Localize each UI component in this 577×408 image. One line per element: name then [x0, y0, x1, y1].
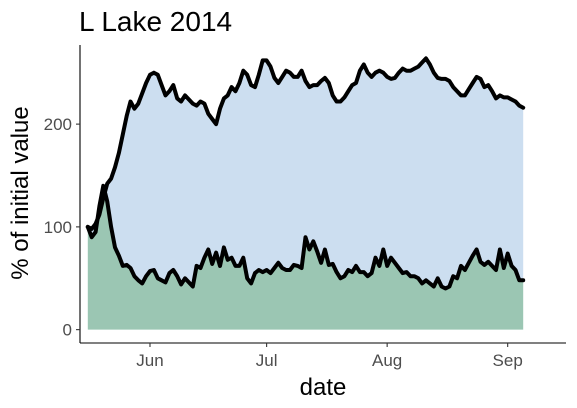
lower-series-line [85, 183, 526, 291]
axes [79, 45, 566, 344]
x-tick-label: Jun [136, 351, 163, 370]
series-lines [85, 56, 526, 291]
chart-title: L Lake 2014 [79, 6, 232, 37]
y-tick-label: 0 [63, 321, 72, 340]
x-tick-label: Jul [256, 351, 278, 370]
ticks: 0 100 200 Jun Jul Aug Sep [44, 115, 523, 370]
x-axis-title: date [300, 374, 347, 401]
upper-series-line [85, 56, 526, 231]
lower-area [87, 185, 524, 330]
x-tick-label: Sep [493, 351, 523, 370]
y-tick-label: 100 [44, 218, 72, 237]
x-tick-label: Aug [372, 351, 402, 370]
y-tick-label: 200 [44, 115, 72, 134]
upper-area [87, 58, 524, 289]
y-axis-title: % of initial value [7, 106, 34, 279]
area-fills [87, 58, 524, 330]
